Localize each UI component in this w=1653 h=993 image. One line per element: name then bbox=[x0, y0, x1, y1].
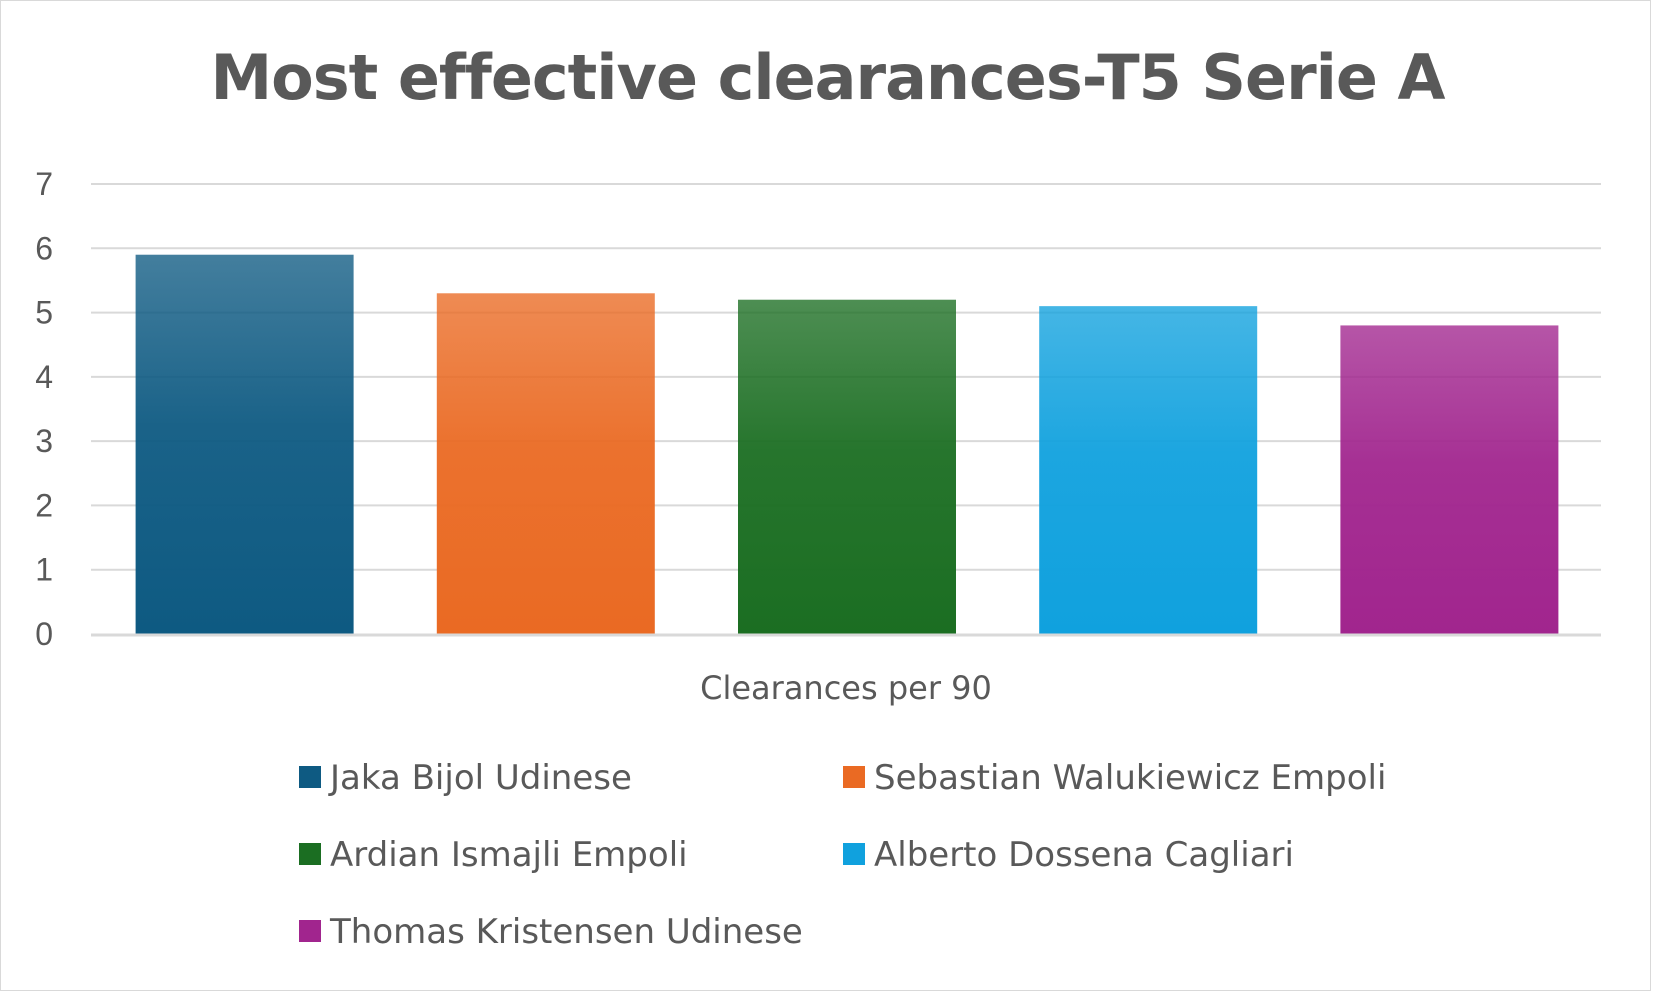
bar-4 bbox=[1039, 306, 1258, 634]
y-tick-label: 5 bbox=[35, 295, 53, 331]
legend-swatch-4 bbox=[843, 843, 865, 865]
bar-3 bbox=[738, 299, 956, 634]
legend-swatch-2 bbox=[843, 766, 865, 788]
y-tick-label: 6 bbox=[35, 230, 53, 266]
legend-swatch-3 bbox=[299, 843, 321, 865]
bar-2 bbox=[436, 293, 655, 634]
legend-label-1: Jaka Bijol Udinese bbox=[328, 758, 632, 798]
bars bbox=[135, 254, 1559, 634]
x-axis-category-label: Clearances per 90 bbox=[700, 669, 992, 707]
y-tick-label: 7 bbox=[35, 166, 53, 202]
legend-label-5: Thomas Kristensen Udinese bbox=[329, 912, 803, 952]
legend-label-2: Sebastian Walukiewicz Empoli bbox=[874, 758, 1386, 798]
legend-swatch-1 bbox=[299, 766, 321, 788]
chart-title: Most effective clearances-T5 Serie A bbox=[210, 41, 1445, 114]
y-tick-label: 4 bbox=[35, 359, 53, 395]
legend-label-4: Alberto Dossena Cagliari bbox=[874, 835, 1294, 875]
legend-swatch-5 bbox=[299, 920, 321, 942]
legend-label-3: Ardian Ismajli Empoli bbox=[330, 835, 688, 875]
bar-5 bbox=[1340, 325, 1559, 634]
y-axis-ticks: 0 1 2 3 4 5 6 7 bbox=[35, 166, 53, 652]
y-tick-label: 3 bbox=[35, 423, 53, 459]
bar-1 bbox=[135, 254, 354, 634]
y-tick-label: 0 bbox=[35, 616, 53, 652]
y-tick-label: 1 bbox=[35, 552, 53, 588]
y-tick-label: 2 bbox=[35, 487, 53, 523]
legend: Jaka Bijol Udinese Sebastian Walukiewicz … bbox=[299, 758, 1386, 952]
